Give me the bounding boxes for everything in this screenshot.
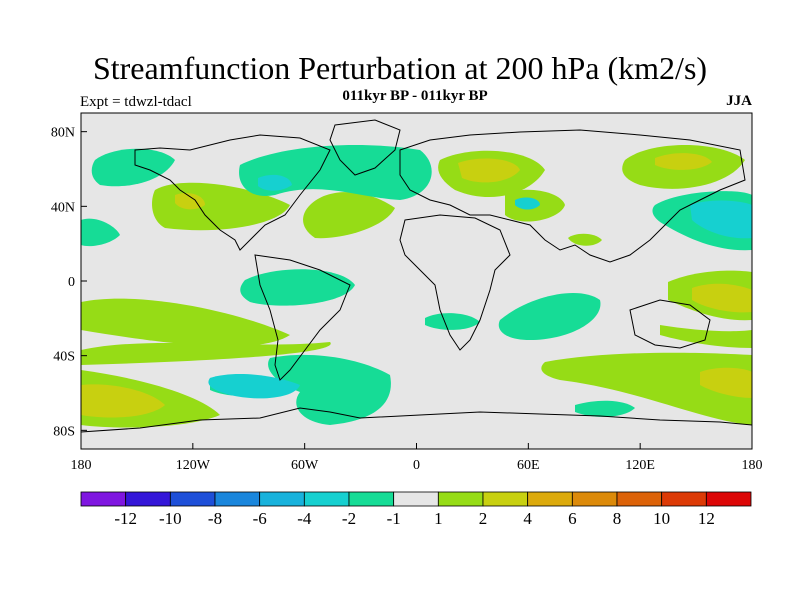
negative-anomaly-region: [81, 218, 120, 247]
y-tick-label: 40N: [51, 200, 75, 215]
antarctica-coastline: [81, 407, 752, 433]
colorbar-swatch: [571, 491, 618, 507]
chart-subtitle: 011kyr BP - 011kyr BP: [342, 88, 488, 104]
australia-coastline: [629, 299, 711, 349]
colorbar-label: 12: [698, 509, 715, 528]
strong-negative-anomaly-region: [258, 174, 292, 191]
colorbar-label: 1: [434, 509, 443, 528]
colorbar-label: 10: [653, 509, 670, 528]
colorbar-swatch: [214, 491, 261, 507]
y-axis: 80N 40N 0 40S 80S: [51, 126, 87, 439]
colorbar-swatch: [616, 491, 663, 507]
negative-anomaly-region: [91, 148, 175, 187]
contour-fills: [81, 145, 752, 428]
positive-anomaly-region: [568, 233, 602, 246]
positive-anomaly-region: [81, 342, 331, 365]
strong-negative-anomaly-region: [515, 197, 540, 210]
negative-anomaly-region: [425, 313, 480, 330]
colorbar-label: 4: [523, 509, 532, 528]
colorbar-swatch: [348, 491, 395, 507]
chart-title: Streamfunction Perturbation at 200 hPa (…: [92, 50, 708, 86]
strong-positive-anomaly-region: [458, 158, 520, 183]
colorbar-swatch: [303, 491, 350, 507]
colorbar-label: -12: [114, 509, 137, 528]
colorbar-label: -6: [253, 509, 267, 528]
negative-anomaly-region: [268, 354, 391, 425]
colorbar-label: 6: [568, 509, 577, 528]
coastlines: [81, 119, 752, 433]
colorbar-swatch: [437, 491, 484, 507]
positive-anomaly-region: [81, 298, 290, 347]
greenland-coastline: [329, 119, 401, 176]
strong-positive-anomaly-region: [81, 384, 165, 418]
x-tick-label: 60W: [291, 458, 319, 473]
colorbar-label: -8: [208, 509, 222, 528]
colorbar-swatch: [259, 491, 305, 507]
strong-positive-anomaly-region: [700, 367, 752, 398]
colorbar-label: 8: [613, 509, 622, 528]
colorbar-swatch: [482, 491, 529, 507]
colorbar-label: -10: [159, 509, 182, 528]
y-tick-label: 80N: [51, 126, 75, 141]
x-tick-label: 0: [413, 458, 420, 473]
y-tick-label: 40S: [53, 350, 75, 365]
colorbar-swatch: [661, 491, 707, 507]
positive-anomaly-region: [303, 192, 395, 239]
colorbar-swatch: [527, 491, 573, 507]
strong-negative-anomaly-region: [208, 374, 300, 399]
x-tick-label: 180: [742, 458, 763, 473]
colorbar-swatch: [125, 491, 171, 507]
x-tick-label: 120E: [625, 458, 655, 473]
positive-anomaly-region: [541, 352, 752, 425]
strong-negative-anomaly-region: [690, 200, 752, 239]
colorbar-swatch: [80, 491, 127, 507]
colorbar-swatch: [169, 491, 216, 507]
strong-positive-anomaly-region: [655, 153, 712, 170]
y-tick-label: 0: [68, 275, 75, 290]
negative-anomaly-region: [575, 400, 635, 417]
season-label: JJA: [726, 93, 752, 109]
negative-anomaly-region: [498, 292, 601, 340]
experiment-label: Expt = tdwzl-tdacl: [80, 94, 192, 110]
europe-asia-coastline: [399, 129, 746, 263]
south-america-coastline: [254, 254, 351, 381]
colorbar-label: -1: [387, 509, 401, 528]
colorbar-swatch: [705, 491, 752, 507]
colorbar-swatch: [393, 491, 439, 507]
africa-coastline: [399, 214, 511, 351]
strong-positive-anomaly-region: [175, 193, 205, 210]
x-tick-label: 120W: [176, 458, 211, 473]
x-tick-label: 180: [71, 458, 92, 473]
colorbar-label: -2: [342, 509, 356, 528]
colorbar: -12 -10 -8 -6 -4 -2 -1 1 2 4 6 8 10 12: [80, 491, 752, 528]
y-tick-label: 80S: [53, 424, 75, 439]
x-tick-label: 60E: [517, 458, 540, 473]
strong-positive-anomaly-region: [692, 283, 752, 313]
colorbar-label: 2: [479, 509, 488, 528]
colorbar-label: -4: [297, 509, 312, 528]
x-axis: 180 120W 60W 0 60E 120E 180: [71, 443, 763, 473]
negative-anomaly-region: [240, 269, 355, 306]
north-america-coastline: [134, 134, 331, 251]
